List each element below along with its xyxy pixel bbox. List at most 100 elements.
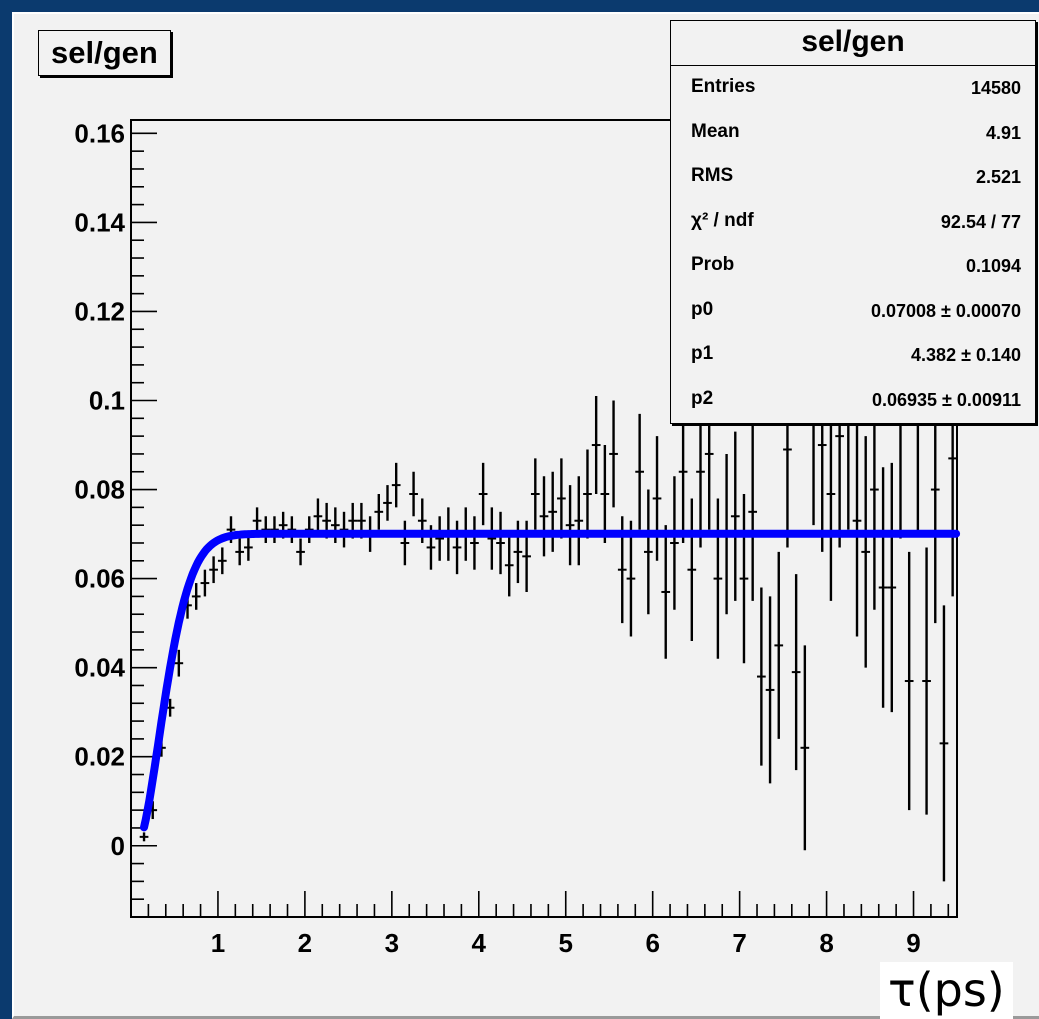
stat-row-p1: p1 4.382 ± 0.140 [671, 333, 1035, 378]
stats-box: sel/gen Entries 14580 Mean 4.91 RMS 2.52… [670, 20, 1036, 424]
data-point [304, 516, 314, 543]
stat-label: Mean [691, 120, 740, 142]
data-point [800, 645, 810, 851]
data-point [757, 587, 766, 766]
stats-title: sel/gen [671, 21, 1035, 66]
stat-row-mean: Mean 4.91 [671, 111, 1035, 156]
data-point [887, 462, 897, 713]
stat-label: p0 [691, 298, 714, 320]
data-point [409, 471, 418, 517]
x-tick-label: 5 [559, 928, 573, 958]
y-tick-label: 0.06 [74, 564, 125, 594]
data-point [504, 534, 514, 597]
data-point [217, 547, 227, 575]
stat-label: Prob [691, 254, 735, 275]
data-point [583, 449, 592, 539]
data-point [861, 436, 871, 668]
y-tick-label: 0.12 [74, 296, 125, 326]
data-point [261, 516, 271, 543]
x-tick-label: 1 [211, 928, 225, 958]
data-point [565, 485, 575, 566]
stat-value: 14580 [970, 78, 1021, 98]
data-point [487, 507, 497, 570]
data-point [748, 422, 758, 601]
y-tick-label: 0.02 [74, 742, 125, 772]
stat-row-p0: p0 0.07008 ± 0.00070 [671, 289, 1035, 334]
data-point [496, 511, 505, 575]
data-point [313, 498, 323, 535]
stat-value: 4.382 ± 0.140 [911, 345, 1021, 365]
data-point [791, 574, 801, 771]
data-point [852, 404, 862, 637]
x-axis-label: τ(ps) [880, 962, 1013, 1019]
stat-row-prob: Prob 0.1094 [671, 244, 1035, 289]
data-point [374, 494, 384, 530]
tick-labels: 1 2 3 4 5 6 7 8 9 0 0.02 0.04 0.06 0.08 0.1 0.12 0.14 0.1… [74, 118, 920, 958]
stat-value: 92.54 / 77 [940, 211, 1021, 232]
data-point [252, 507, 262, 535]
data-point [530, 458, 540, 530]
data-point [678, 400, 688, 543]
data-point [661, 525, 671, 659]
data-point [739, 494, 749, 664]
data-point [174, 649, 184, 677]
stat-value: 0.07008 ± 0.00070 [870, 300, 1021, 321]
data-point [939, 605, 949, 882]
axis-ticks [131, 132, 950, 918]
data-point [574, 476, 584, 566]
y-tick-label: 0.14 [74, 207, 125, 237]
data-point [452, 520, 462, 575]
data-point [391, 462, 401, 508]
data-point [557, 458, 566, 539]
data-point [244, 534, 253, 561]
stat-value: 0.1094 [965, 256, 1021, 276]
data-point [191, 583, 201, 610]
x-tick-label: 4 [472, 928, 487, 958]
data-point [774, 551, 784, 739]
x-tick-label: 8 [819, 928, 833, 958]
y-tick-label: 0.08 [74, 475, 125, 505]
data-point [400, 520, 410, 566]
data-point [600, 445, 610, 543]
stat-row-p2: p2 0.06935 ± 0.00911 [671, 378, 1035, 423]
stat-value: 2.521 [975, 167, 1021, 187]
y-tick-label: 0.04 [74, 653, 125, 683]
data-point [643, 489, 653, 615]
data-point [548, 471, 558, 552]
stat-label: p1 [691, 343, 714, 364]
data-point [539, 476, 549, 557]
data-point [670, 476, 679, 610]
x-tick-label: 3 [385, 928, 399, 958]
data-point [470, 516, 479, 570]
stat-value: 0.06935 ± 0.00911 [871, 389, 1021, 410]
data-point [591, 396, 601, 495]
data-point [478, 462, 488, 526]
data-point [209, 556, 218, 584]
stat-label: Entries [691, 76, 756, 97]
x-tick-label: 6 [645, 928, 659, 958]
data-point [235, 538, 245, 566]
data-point [904, 551, 914, 811]
data-point [922, 547, 931, 815]
y-tick-label: 0 [111, 831, 125, 861]
data-point [139, 832, 149, 842]
fit-line [140, 529, 961, 832]
data-point [435, 516, 445, 561]
stat-label: p2 [691, 387, 714, 409]
data-point [296, 538, 305, 566]
x-tick-label: 9 [906, 928, 920, 958]
stat-row-chi2: χ² / ndf 92.54 / 77 [671, 200, 1035, 245]
histogram-title-box: sel/gen [38, 30, 171, 76]
y-tick-label: 0.16 [74, 118, 125, 148]
data-point [652, 436, 662, 561]
data-point [687, 498, 697, 641]
stat-row-entries: Entries 14580 [671, 66, 1035, 111]
fit-curve [140, 529, 961, 832]
data-point [287, 516, 297, 543]
x-tick-label: 7 [732, 928, 746, 958]
data-point [713, 498, 723, 659]
data-point [626, 520, 636, 637]
stat-value: 4.91 [985, 122, 1021, 143]
data-point [765, 596, 775, 784]
data-point [270, 516, 279, 543]
